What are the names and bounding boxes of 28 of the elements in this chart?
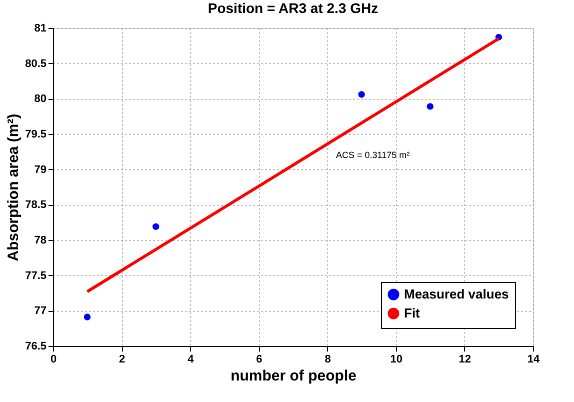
y-tick-label: 78 (34, 234, 46, 246)
y-tick-label: 76.5 (25, 340, 46, 352)
x-tick-label: 4 (188, 354, 195, 366)
legend-label: Fit (404, 306, 421, 320)
x-tick-label: 14 (527, 354, 540, 366)
y-tick-label: 77.5 (25, 270, 46, 282)
point (358, 91, 365, 98)
point (152, 223, 160, 230)
legend-label: Measured values (404, 286, 509, 302)
x-tick-label: 10 (390, 354, 402, 366)
annotation: ACS = 0.31175 m² (336, 150, 410, 160)
x-tick-label: 12 (458, 354, 472, 366)
x-axis-title: number of people (230, 368, 356, 384)
x-tick-label: 8 (324, 354, 331, 366)
y-tick-label: 79.5 (25, 128, 46, 140)
point (84, 314, 91, 320)
x-tick-label: 0 (50, 354, 57, 366)
y-tick-label: 80.5 (25, 58, 46, 70)
y-tick-label: 77 (34, 305, 46, 318)
x-tick-label: 6 (256, 354, 262, 366)
y-tick-label: 78.5 (25, 199, 46, 212)
y-tick-label: 81 (34, 22, 46, 34)
x-tick-label: 2 (119, 354, 126, 366)
y-tick-label: 79 (34, 164, 46, 176)
y-axis-title: Absorption area (m²) (5, 114, 22, 262)
chart-title: Position = AR3 at 2.3 GHz (208, 0, 378, 16)
point (426, 103, 434, 110)
y-tick-label: 80 (34, 93, 46, 106)
